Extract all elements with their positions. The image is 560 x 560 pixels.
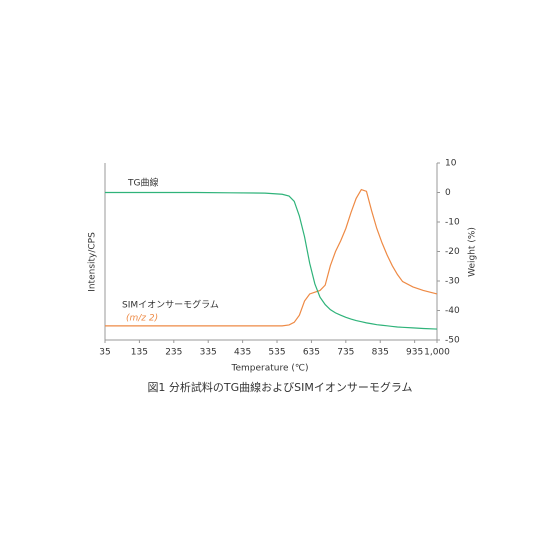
x-tick-label: 235 [165, 348, 182, 358]
y2-tick-label: -30 [445, 277, 460, 287]
series-line [105, 191, 438, 330]
series-line [105, 188, 438, 327]
y2-tick-label: -40 [445, 306, 460, 316]
x-tick-label: 935 [406, 348, 423, 358]
y-axis-label: Intensity/CPS [88, 232, 98, 292]
y2-axis-label: Weight (%) [468, 227, 478, 277]
annotation: (m/z 2) [126, 314, 158, 324]
series-label: TG曲線 [127, 177, 158, 189]
x-tick-label: 335 [200, 348, 217, 358]
x-tick-label: 135 [131, 348, 148, 358]
x-axis-label: Temperature (℃) [230, 364, 308, 374]
caption: 図1 分析試料のTG曲線およびSIMイオンサーモグラム [147, 380, 412, 394]
x-tick-label: 1,000 [424, 348, 450, 358]
x-tick-label: 835 [372, 348, 389, 358]
x-tick-label: 35 [99, 348, 110, 358]
x-tick-label: 735 [337, 348, 354, 358]
x-tick-label: 435 [234, 348, 251, 358]
x-tick-label: 635 [303, 348, 320, 358]
y2-tick-label: -10 [445, 218, 460, 228]
y2-tick-label: -50 [445, 336, 460, 346]
y2-tick-label: 0 [445, 188, 451, 198]
y2-tick-label: -20 [445, 247, 460, 257]
x-tick-label: 535 [268, 348, 285, 358]
y2-tick-label: 10 [445, 159, 457, 169]
series-label: SIMイオンサーモグラム [122, 299, 219, 311]
